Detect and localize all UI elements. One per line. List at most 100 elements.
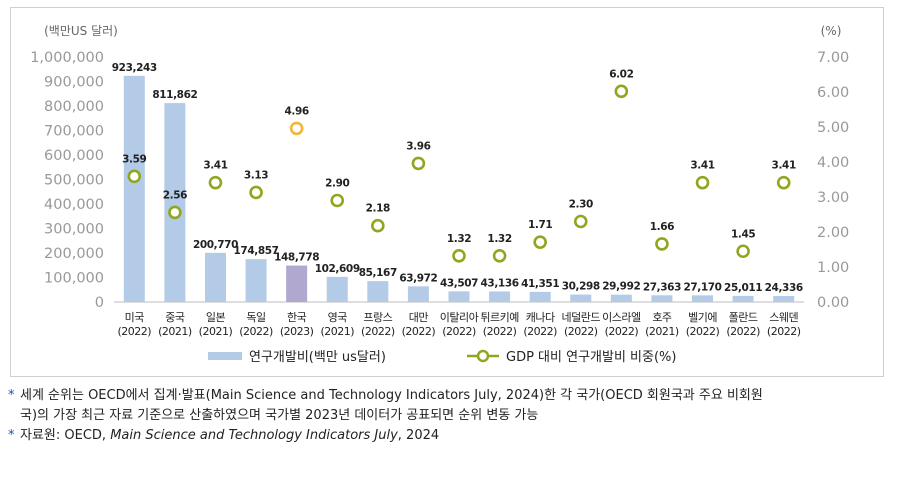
right-axis-unit: (%): [821, 24, 842, 38]
point-14: [695, 175, 710, 190]
point-8: [452, 249, 466, 263]
bar-value-label: 29,992: [602, 281, 640, 293]
category-year-label: (2022): [605, 325, 639, 338]
right-tick-label: 4.00: [817, 155, 849, 171]
left-tick-label: 1,000,000: [30, 50, 104, 66]
footnote-source-text: 자료원: OECD, Main Science and Technology I…: [20, 426, 888, 446]
point-value-label: 1.71: [528, 219, 552, 231]
footnote-ranking-text-cont: 국)의 가장 최근 자료 기준으로 산출하였으며 국가별 2023년 데이터가 …: [20, 408, 539, 423]
legend-point-label: GDP 대비 연구개발비 비중(%): [506, 350, 676, 365]
chart: (백만US 달러) (%) 1,000,000 900,000 800,000 700,0…: [30, 24, 849, 365]
category-year-label: (2022): [523, 325, 557, 338]
source-title: Main Science and Technology Indicators J…: [110, 428, 398, 443]
right-tick-label: 3.00: [817, 190, 849, 206]
point-value-label: 2.90: [325, 178, 349, 190]
bar-value-label: 102,609: [315, 263, 360, 275]
bar-0: [123, 75, 145, 302]
point-value-label: 1.66: [650, 221, 674, 233]
bar-value-label: 174,857: [234, 245, 279, 257]
legend-point-marker: [476, 349, 490, 363]
point-9: [492, 249, 507, 263]
bar-value-label: 25,011: [724, 282, 762, 294]
left-tick-label: 400,000: [44, 197, 104, 213]
source-suffix: , 2024: [397, 428, 440, 443]
point-4: [289, 121, 304, 136]
left-tick-label: 800,000: [44, 99, 104, 115]
category-label: 스웨덴: [769, 311, 798, 324]
point-value-label: 2.30: [569, 199, 593, 211]
bar-10: [529, 291, 551, 302]
category-year-label: (2022): [442, 325, 476, 338]
bar-9: [489, 291, 511, 302]
category-year-label: (2022): [767, 325, 801, 338]
left-tick-label: 500,000: [44, 173, 104, 189]
category-label: 벨기에: [688, 311, 717, 324]
bar-value-label: 41,351: [521, 278, 559, 290]
right-tick-label: 2.00: [817, 225, 849, 241]
point-6: [371, 218, 385, 233]
footnotes: * 세계 순위는 OECD에서 집계·발표(Main Science and T…: [8, 386, 888, 446]
point-value-label: 2.18: [366, 203, 390, 215]
bar-value-label: 27,363: [643, 281, 681, 293]
point-value-label: 3.13: [244, 169, 268, 181]
bar-value-label: 85,167: [359, 267, 397, 279]
bar-value-label: 43,136: [481, 277, 519, 289]
left-tick-label: 900,000: [44, 75, 104, 91]
category-label: 이탈리아: [440, 311, 479, 324]
bar-value-label: 148,778: [274, 252, 319, 264]
bar-value-label: 24,336: [765, 282, 803, 294]
point-value-label: 3.41: [690, 160, 714, 172]
category-year-label: (2021): [199, 325, 233, 338]
point-3: [249, 185, 263, 200]
footnote-source: * 자료원: OECD, Main Science and Technology…: [8, 426, 888, 446]
right-tick-label: 1.00: [817, 260, 849, 276]
category-label: 독일: [246, 310, 266, 324]
left-axis-unit: (백만US 달러): [44, 24, 118, 38]
point-value-label: 6.02: [609, 68, 633, 80]
left-tick-label: 100,000: [44, 271, 104, 287]
point-16: [776, 175, 791, 190]
legend-bar-swatch: [208, 352, 242, 360]
bar-7: [407, 286, 429, 302]
left-tick-label: 700,000: [44, 124, 104, 140]
bar-value-label: 200,770: [193, 239, 238, 251]
point-value-label: 3.96: [406, 140, 430, 152]
bar-value-label: 30,298: [562, 281, 600, 293]
point-5: [330, 193, 345, 208]
bar-value-label: 923,243: [112, 62, 157, 74]
category-year-label: (2023): [280, 325, 314, 338]
point-0: [127, 169, 142, 184]
category-year-label: (2021): [320, 325, 354, 338]
category-year-label: (2022): [361, 325, 395, 338]
source-prefix: 자료원: OECD,: [20, 428, 111, 443]
point-12: [614, 84, 629, 99]
bar-3: [245, 259, 267, 302]
legend-bar-label: 연구개발비(백만 us달러): [249, 350, 386, 365]
bar-8: [448, 291, 470, 302]
right-tick-label: 6.00: [817, 85, 849, 101]
bar-1: [164, 103, 186, 302]
left-tick-label: 300,000: [44, 222, 104, 238]
bar-value-label: 27,170: [683, 281, 721, 293]
footnote-mark: *: [8, 428, 15, 443]
right-tick-label: 0.00: [817, 295, 849, 311]
bar-12: [610, 294, 632, 302]
category-year-label: (2022): [686, 325, 720, 338]
chart-frame: (백만US 달러) (%) 1,000,000 900,000 800,000 700,0…: [10, 7, 884, 377]
bar-13: [651, 295, 673, 302]
point-7: [411, 156, 426, 171]
footnote-ranking-text: 세계 순위는 OECD에서 집계·발표(Main Science and Tec…: [20, 388, 763, 403]
right-tick-label: 5.00: [817, 120, 849, 136]
point-13: [655, 237, 669, 251]
category-label: 프랑스: [363, 311, 392, 324]
point-value-label: 3.41: [203, 160, 227, 172]
right-tick-label: 7.00: [817, 50, 849, 66]
point-10: [533, 235, 547, 249]
category-label: 캐나다: [526, 311, 555, 324]
category-label: 일본: [206, 310, 226, 324]
left-tick-label: 200,000: [44, 246, 104, 262]
point-15: [736, 244, 750, 259]
footnote-ranking: * 세계 순위는 OECD에서 집계·발표(Main Science and T…: [8, 386, 888, 406]
category-label: 이스라엘: [602, 311, 641, 324]
bar-5: [326, 276, 348, 302]
